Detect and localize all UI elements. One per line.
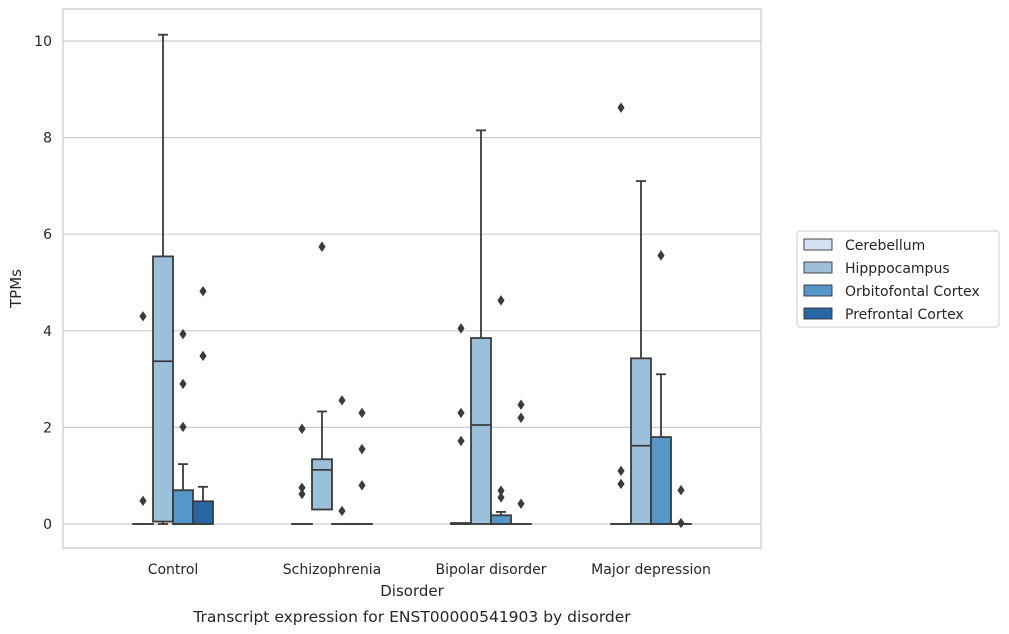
box-group bbox=[152, 33, 174, 525]
legend-swatch bbox=[803, 261, 833, 274]
box bbox=[650, 436, 672, 525]
outlier-point bbox=[199, 285, 207, 297]
y-tick-label: 6 bbox=[43, 227, 52, 243]
outlier-point bbox=[617, 465, 625, 477]
outlier-point bbox=[497, 295, 505, 306]
box-group bbox=[470, 129, 492, 525]
y-axis-title: TPMs bbox=[7, 269, 25, 309]
outlier-point bbox=[199, 350, 207, 362]
outlier-point bbox=[677, 517, 685, 529]
outlier-point bbox=[457, 323, 465, 334]
legend-label: Orbitofontal Cortex bbox=[845, 284, 980, 300]
legend-label: Cerebellum bbox=[845, 238, 925, 254]
legend-swatch bbox=[803, 307, 833, 320]
y-axis-ticks: 0 2 4 6 8 10 bbox=[34, 34, 52, 533]
outlier-point bbox=[179, 378, 187, 390]
outlier-point bbox=[677, 484, 685, 496]
plot-frame bbox=[62, 8, 762, 549]
outlier-point bbox=[338, 505, 346, 517]
y-tick-label: 10 bbox=[34, 34, 52, 50]
outlier-point bbox=[457, 435, 465, 447]
boxes bbox=[132, 33, 692, 529]
outlier-point bbox=[617, 102, 625, 113]
box-group bbox=[192, 285, 214, 525]
box-group bbox=[630, 180, 652, 525]
outlier-point bbox=[139, 495, 147, 507]
box-group bbox=[132, 311, 154, 525]
outlier-point bbox=[358, 443, 366, 455]
box-group bbox=[172, 328, 194, 525]
legend-swatch bbox=[803, 284, 833, 297]
outlier-point bbox=[497, 485, 505, 496]
legend: Cerebellum Hipppocampus Orbitofontal Corte… bbox=[796, 230, 1000, 328]
y-tick-label: 0 bbox=[43, 517, 52, 533]
box-group bbox=[670, 484, 692, 529]
outlier-point bbox=[517, 498, 525, 509]
outlier-point bbox=[338, 395, 346, 406]
outlier-point bbox=[318, 241, 326, 252]
x-tick-label: Control bbox=[148, 562, 199, 578]
outlier-point bbox=[617, 478, 625, 490]
box-group bbox=[650, 250, 672, 525]
x-tick-label: Major depression bbox=[591, 562, 711, 578]
box bbox=[470, 337, 492, 525]
box bbox=[630, 357, 652, 525]
box bbox=[311, 458, 333, 511]
outlier-point bbox=[657, 250, 665, 261]
box bbox=[192, 500, 214, 525]
box-group bbox=[331, 395, 353, 525]
legend-label: Hipppocampus bbox=[845, 261, 950, 277]
box-group bbox=[311, 241, 333, 511]
x-tick-label: Schizophrenia bbox=[283, 562, 381, 578]
y-tick-label: 8 bbox=[43, 131, 52, 147]
x-axis-title: Disorder bbox=[380, 582, 444, 600]
outlier-point bbox=[298, 423, 306, 435]
x-tick-label: Bipolar disorder bbox=[435, 562, 546, 578]
box bbox=[490, 514, 512, 525]
outlier-point bbox=[298, 482, 306, 493]
box-group bbox=[490, 295, 512, 525]
outlier-point bbox=[517, 399, 525, 410]
outlier-point bbox=[358, 407, 366, 419]
legend-label: Prefrontal Cortex bbox=[845, 307, 964, 323]
outlier-point bbox=[179, 421, 187, 433]
x-axis-ticks: Control Schizophrenia Bipolar disorder Majo… bbox=[148, 562, 711, 578]
legend-frame bbox=[796, 230, 1000, 328]
chart-caption: Transcript expression for ENST0000054190… bbox=[192, 608, 631, 626]
outlier-point bbox=[179, 328, 187, 340]
box bbox=[152, 255, 174, 523]
outlier-point bbox=[497, 492, 505, 503]
y-tick-label: 4 bbox=[43, 324, 52, 340]
box-group bbox=[610, 102, 632, 525]
legend-swatch bbox=[803, 238, 833, 251]
box-group bbox=[510, 399, 532, 525]
outlier-point bbox=[457, 407, 465, 419]
y-tick-label: 2 bbox=[43, 420, 52, 436]
box bbox=[172, 489, 194, 525]
box-group bbox=[291, 423, 313, 525]
box-group bbox=[450, 323, 472, 525]
outlier-point bbox=[517, 412, 525, 423]
outlier-point bbox=[139, 311, 147, 322]
outlier-point bbox=[358, 480, 366, 491]
box-group bbox=[351, 407, 373, 525]
outlier-point bbox=[298, 488, 306, 500]
